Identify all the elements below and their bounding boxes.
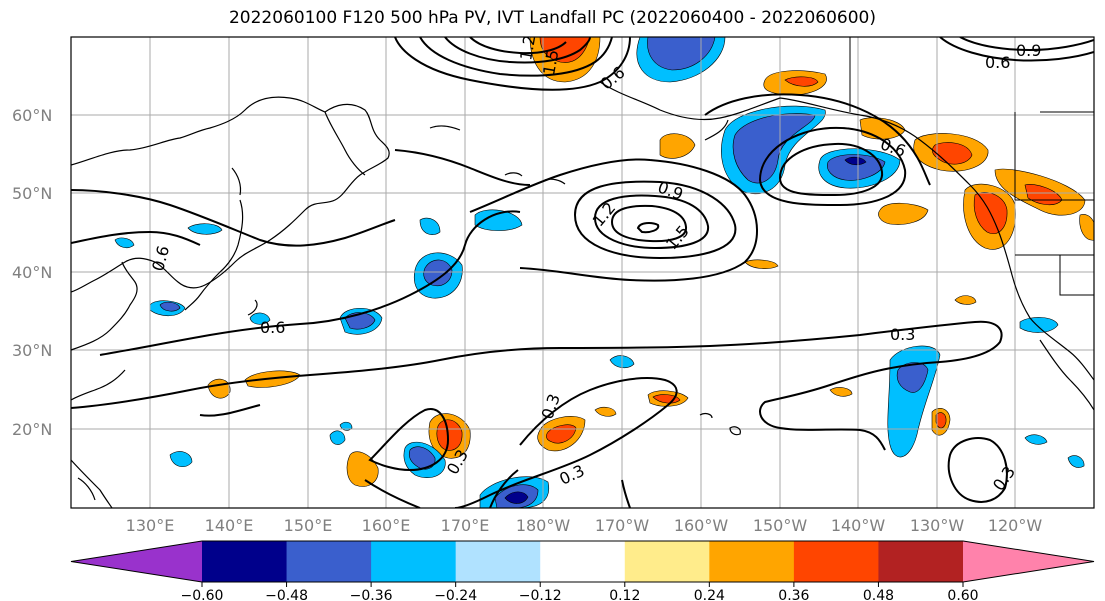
colorbar-extend-low bbox=[71, 541, 202, 582]
lon-label-130w: 130°W bbox=[910, 516, 965, 535]
lat-label-30n: 30°N bbox=[12, 341, 52, 360]
colorbar-tick-label: −0.12 bbox=[519, 588, 562, 601]
latitude-labels: 60°N 50°N 40°N 30°N 20°N bbox=[12, 106, 52, 439]
contour-label-1.5-top: 1.5 bbox=[539, 48, 562, 76]
pv-contours bbox=[71, 37, 1094, 508]
map-border bbox=[70, 36, 1095, 509]
lon-label-160w: 160°W bbox=[674, 516, 729, 535]
lat-label-40n: 40°N bbox=[12, 263, 52, 282]
contour-label-0.9-ne: 0.9 bbox=[1016, 41, 1041, 60]
colorbar-segment bbox=[878, 541, 964, 582]
lat-label-50n: 50°N bbox=[12, 184, 52, 203]
colorbar-tick-label: 0.24 bbox=[694, 588, 725, 601]
lon-label-180w: 180°W bbox=[516, 516, 571, 535]
colorbar-tick-label: −0.60 bbox=[181, 588, 224, 601]
contour-label-0.6-west: 0.6 bbox=[260, 318, 285, 337]
lat-label-60n: 60°N bbox=[12, 106, 52, 125]
contour-label-1.2-top: 1.2 bbox=[516, 33, 539, 61]
lat-label-20n: 20°N bbox=[12, 420, 52, 439]
lon-label-150w: 150°W bbox=[753, 516, 808, 535]
colorbar-segment bbox=[540, 541, 626, 582]
contour-label-0.6-ne: 0.6 bbox=[985, 53, 1010, 72]
colorbar-extend-high bbox=[963, 541, 1094, 582]
longitude-labels: 130°E 140°E 150°E 160°E 170°E 180°W 170°… bbox=[126, 516, 1043, 535]
colorbar-tick-label: 0.36 bbox=[778, 588, 809, 601]
colorbar-ticks: −0.60 −0.48 −0.36 −0.24 −0.12 0.12 0.24 0.36 0.4… bbox=[181, 582, 979, 601]
colorbar-segment bbox=[455, 541, 541, 582]
colorbar-tick-label: 0.12 bbox=[609, 588, 640, 601]
colorbar-tick-label: −0.24 bbox=[434, 588, 477, 601]
lon-label-170w: 170°W bbox=[595, 516, 650, 535]
colorbar-tick-label: −0.48 bbox=[265, 588, 308, 601]
chart-title: 2022060100 F120 500 hPa PV, IVT Landfall… bbox=[228, 8, 876, 28]
colorbar-tick-label: 0.60 bbox=[947, 588, 978, 601]
lon-label-170e: 170°E bbox=[441, 516, 490, 535]
colorbar bbox=[70, 540, 1095, 583]
colorbar-segment bbox=[286, 541, 372, 582]
lon-label-160e: 160°E bbox=[362, 516, 411, 535]
lon-label-140e: 140°E bbox=[205, 516, 254, 535]
colorbar-segment bbox=[371, 541, 457, 582]
lon-label-130e: 130°E bbox=[126, 516, 175, 535]
colorbar-tick-label: −0.36 bbox=[350, 588, 393, 601]
colorbar-segment bbox=[624, 541, 710, 582]
colorbar-segment bbox=[709, 541, 795, 582]
gridlines bbox=[71, 37, 1094, 508]
lon-label-120w: 120°W bbox=[988, 516, 1043, 535]
colorbar-segment bbox=[202, 541, 288, 582]
colorbar-segment bbox=[793, 541, 879, 582]
contour-label-0.3-east: 0.3 bbox=[890, 325, 915, 344]
lon-label-140w: 140°W bbox=[831, 516, 886, 535]
colorbar-tick-label: 0.48 bbox=[863, 588, 894, 601]
lon-label-150e: 150°E bbox=[284, 516, 333, 535]
